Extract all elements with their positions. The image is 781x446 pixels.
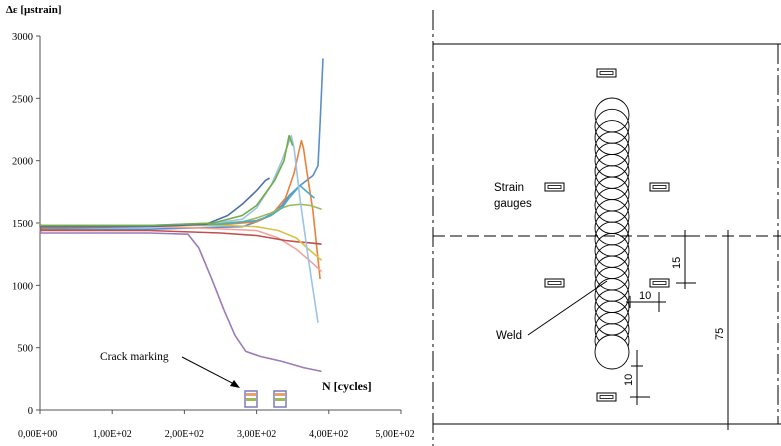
series-line-11 bbox=[39, 134, 294, 227]
weld-bead bbox=[594, 142, 630, 178]
strain-gauge-grid bbox=[547, 185, 562, 189]
weld-bead bbox=[594, 289, 630, 325]
weld-leader-line bbox=[527, 280, 608, 336]
strain-gauge-grid bbox=[599, 71, 614, 75]
strain-gauge bbox=[544, 278, 565, 288]
weld-bead bbox=[594, 232, 630, 268]
dimension-15-label: 15 bbox=[671, 257, 683, 269]
x-axis-label: N [cycles] bbox=[322, 379, 372, 393]
crack-marker bbox=[246, 393, 256, 396]
x-tick-label: 5,00E+02 bbox=[375, 429, 414, 440]
dimension-10-vertical: 10 bbox=[623, 350, 650, 405]
crack-marking-arrowhead bbox=[230, 380, 240, 388]
strain-gauge bbox=[649, 278, 670, 288]
weld-bead bbox=[594, 278, 630, 314]
y-tick-label: 3000 bbox=[12, 32, 33, 43]
strain-gauge-grid bbox=[599, 395, 614, 399]
strain-gauge bbox=[544, 182, 565, 192]
weld-bead bbox=[594, 97, 630, 133]
strain-gauge-grid bbox=[547, 281, 562, 285]
weld-bead bbox=[594, 244, 630, 280]
strain-gauge bbox=[649, 182, 670, 192]
weld-label: Weld bbox=[496, 330, 522, 342]
dimension-75: 75 bbox=[714, 230, 734, 430]
strain-gauges-label-line1: Strain bbox=[494, 182, 524, 194]
strain-gauge bbox=[596, 392, 617, 402]
strain-chart: Δε [µstrain] 0 500 1000 1500 2000 2500 3000 0,… bbox=[6, 4, 415, 440]
y-tick-label: 1000 bbox=[12, 281, 33, 292]
weld-bead bbox=[594, 255, 630, 291]
weld-bead bbox=[594, 199, 630, 235]
y-tick-label: 2500 bbox=[12, 94, 33, 105]
dimension-10-horizontal: 10 bbox=[626, 290, 666, 312]
weld-bead bbox=[594, 153, 630, 189]
strain-gauge bbox=[596, 68, 617, 78]
weld-bead bbox=[594, 165, 630, 201]
x-tick-label: 2,00E+02 bbox=[165, 429, 204, 440]
y-tick-label: 2000 bbox=[12, 157, 33, 168]
y-tick-label: 1500 bbox=[12, 219, 33, 230]
strain-gauge-grid bbox=[652, 281, 667, 285]
crack-marker bbox=[244, 390, 258, 408]
weld-bead bbox=[594, 176, 630, 212]
y-tick-label: 500 bbox=[17, 344, 33, 355]
x-tick-label: 0,00E+00 bbox=[18, 429, 57, 440]
crack-marker bbox=[273, 390, 287, 408]
series-line-10 bbox=[39, 177, 271, 228]
weld-bead-stack bbox=[594, 97, 630, 370]
weld-bead bbox=[594, 300, 630, 336]
strain-gauges-label: Strain gauges bbox=[494, 182, 532, 210]
weld-bead bbox=[594, 334, 630, 370]
x-tick-label: 3,00E+02 bbox=[237, 429, 276, 440]
x-tick-label: 1,00E+02 bbox=[93, 429, 132, 440]
crack-marker bbox=[275, 393, 285, 396]
weld-bead bbox=[594, 221, 630, 257]
y-axis-ticks: 0 500 1000 1500 2000 2500 3000 bbox=[12, 32, 40, 417]
crack-marking-annotation: Crack marking bbox=[100, 351, 169, 363]
crack-marker bbox=[275, 398, 285, 401]
weld-bead bbox=[594, 187, 630, 223]
series-lines bbox=[39, 58, 324, 373]
crack-marking-arrow bbox=[181, 356, 237, 386]
crack-marker-group bbox=[244, 390, 287, 408]
strain-gauge-grid bbox=[652, 185, 667, 189]
weld-bead bbox=[594, 266, 630, 302]
weld-bead bbox=[594, 131, 630, 167]
dimension-10-h-label: 10 bbox=[639, 290, 651, 302]
x-axis-ticks: 0,00E+00 1,00E+02 2,00E+02 3,00E+02 4,00E+02… bbox=[18, 410, 415, 440]
strain-gauges-label-line2: gauges bbox=[494, 198, 532, 210]
series-line-3 bbox=[39, 224, 322, 373]
x-tick-label: 4,00E+02 bbox=[309, 429, 348, 440]
series-line-1 bbox=[39, 58, 324, 230]
series-line-8 bbox=[39, 184, 315, 228]
dimension-15: 15 bbox=[671, 230, 696, 289]
y-axis-label: Δε [µstrain] bbox=[6, 4, 62, 16]
series-line-5 bbox=[39, 224, 322, 245]
crack-marker bbox=[246, 398, 256, 401]
y-tick-label: 0 bbox=[28, 406, 33, 417]
weld-diagram: Strain gauges Weld 15 10 10 bbox=[432, 10, 781, 446]
dimension-10-v-label: 10 bbox=[623, 374, 635, 386]
dimension-75-label: 75 bbox=[714, 328, 726, 340]
weld-bead bbox=[594, 210, 630, 246]
